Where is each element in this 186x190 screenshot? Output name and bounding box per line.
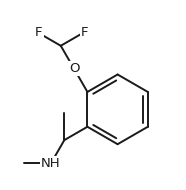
Text: F: F: [35, 26, 42, 39]
Text: F: F: [81, 26, 89, 39]
Text: O: O: [69, 62, 79, 75]
Text: NH: NH: [41, 157, 61, 170]
